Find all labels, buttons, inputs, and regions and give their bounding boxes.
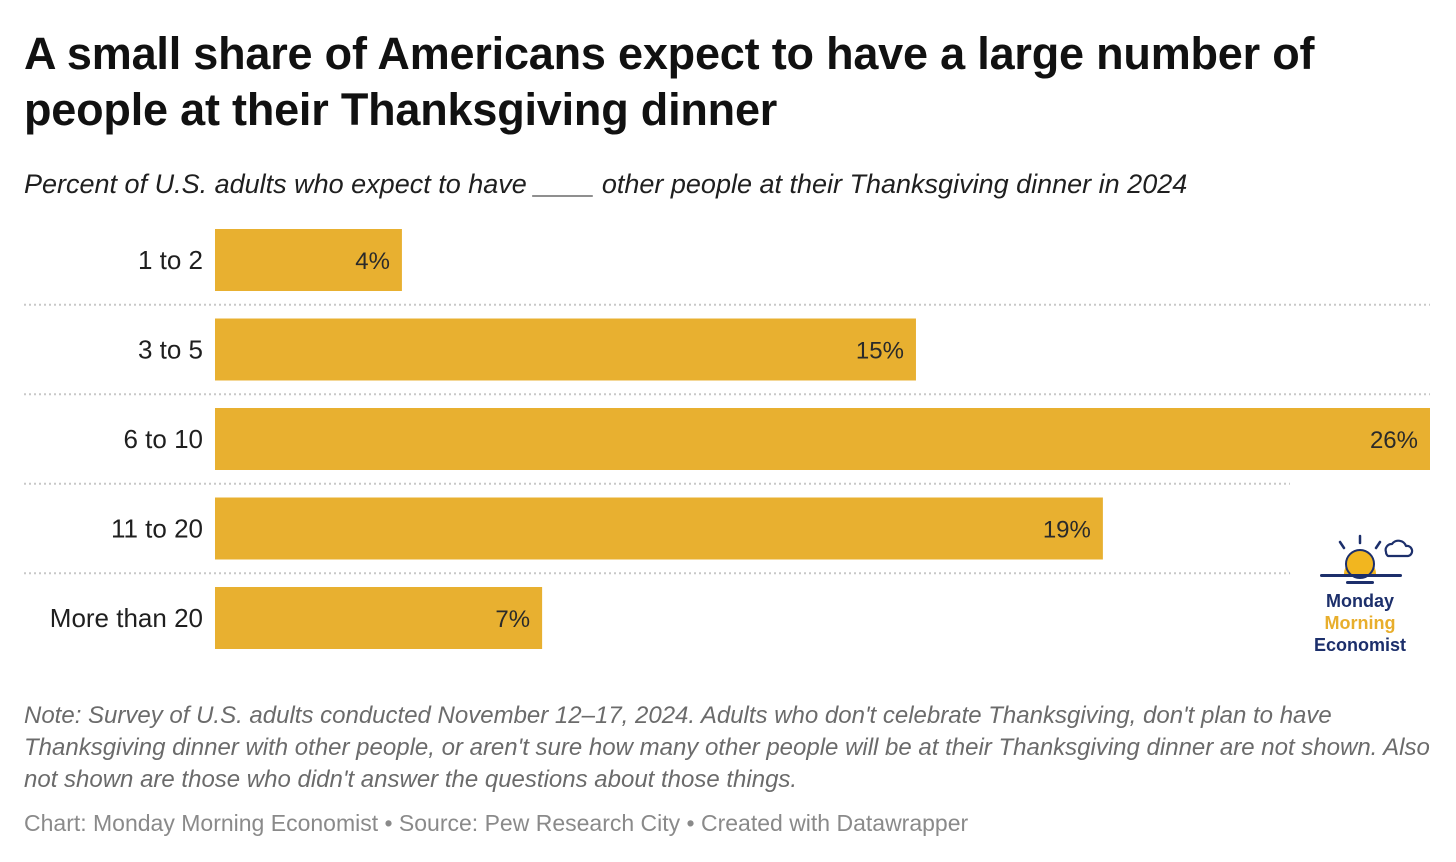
value-label-1-to-2: 4%: [355, 248, 390, 275]
chart-note: Note: Survey of U.S. adults conducted No…: [24, 702, 1430, 793]
value-label-3-to-5: 15%: [856, 338, 904, 365]
bar-11-to-20: [215, 497, 1103, 560]
category-labels-group: 1 to 2 3 to 5 6 to 10 11 to 20 More than 20: [50, 245, 203, 633]
row-separators: [24, 303, 1430, 575]
category-label-1-to-2: 1 to 2: [138, 245, 203, 275]
chart-subtitle: Percent of U.S. adults who expect to hav…: [24, 169, 1188, 199]
chart-title: A small share of Americans expect to hav…: [24, 28, 1315, 135]
bar-1-to-2: [215, 229, 402, 291]
sunrise-icon: [1320, 534, 1414, 584]
logo-line-economist: Economist: [1313, 635, 1406, 655]
chart-footer: Chart: Monday Morning Economist • Source…: [24, 810, 969, 836]
value-labels-group: 4% 15% 26% 19% 7%: [355, 248, 1418, 633]
monday-morning-economist-logo: Monday Morning Economist: [1300, 530, 1420, 660]
bars-group: [215, 229, 1430, 649]
logo-wordmark: Monday Morning Economist: [1300, 590, 1420, 656]
logo-line-morning: Morning: [1324, 613, 1396, 633]
value-label-6-to-10: 26%: [1370, 427, 1418, 454]
logo-line-monday: Monday: [1325, 591, 1394, 611]
category-label-3-to-5: 3 to 5: [138, 335, 203, 365]
bar-more-than-20: [215, 587, 543, 649]
category-label-6-to-10: 6 to 10: [123, 424, 203, 454]
bar-3-to-5: [215, 318, 916, 381]
category-label-more-than-20: More than 20: [50, 603, 203, 633]
value-label-more-than-20: 7%: [495, 606, 530, 633]
category-label-11-to-20: 11 to 20: [111, 514, 203, 544]
bar-6-to-10: [215, 408, 1430, 470]
value-label-11-to-20: 19%: [1043, 517, 1091, 544]
